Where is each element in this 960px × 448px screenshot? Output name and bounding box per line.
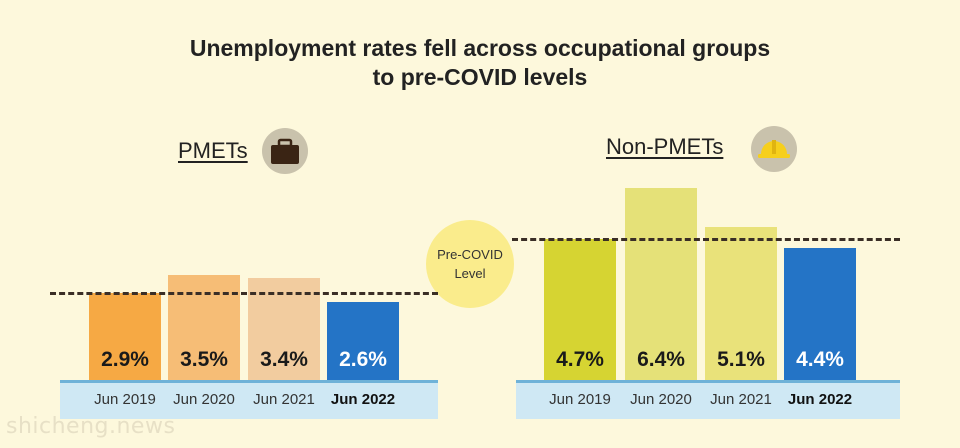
non-pmets-bar <box>705 227 777 380</box>
non-pmets-x-tick-label: Jun 2020 <box>630 391 692 408</box>
non-pmets-group-label: Non-PMETs <box>606 134 724 159</box>
hard-hat-icon <box>751 126 797 172</box>
pmets-x-tick-label: Jun 2022 <box>330 391 396 408</box>
pmets-value-label: 3.4% <box>260 348 308 371</box>
title-line-2: to pre-COVID levels <box>372 64 588 90</box>
pmets-x-tick-label: Jun 2021 <box>253 391 315 408</box>
title-line-1: Unemployment rates fell across occupatio… <box>189 35 771 61</box>
briefcase-icon <box>262 128 308 174</box>
chart-title: Unemployment rates fell across occupatio… <box>0 34 960 92</box>
pmets-value-label: 3.5% <box>180 348 228 371</box>
non-pmets-axis-band <box>516 380 900 419</box>
non-pmets-value-label: 4.7% <box>556 348 604 371</box>
non-pmets-bar <box>784 248 856 380</box>
pre-covid-label-line-2: Level <box>454 266 486 281</box>
non-pmets-bar <box>625 188 697 380</box>
pmets-bar <box>248 278 320 380</box>
non-pmets-pre-covid-reference-line <box>512 238 900 241</box>
non-pmets-x-tick-label: Jun 2021 <box>710 391 772 408</box>
pmets-bar <box>89 293 161 380</box>
non-pmets-value-label: 6.4% <box>637 348 685 371</box>
pmets-x-tick-label: Jun 2020 <box>173 391 235 408</box>
non-pmets-value-label: 4.4% <box>796 348 844 371</box>
non-pmets-x-tick-label: Jun 2019 <box>549 391 611 408</box>
pmets-bar <box>327 302 399 380</box>
pmets-value-label: 2.9% <box>101 348 149 371</box>
pre-covid-label-line-1: Pre-COVID <box>437 247 503 262</box>
non-pmets-bar <box>544 239 616 380</box>
watermark: shicheng.news <box>6 414 176 439</box>
pre-covid-level-badge: Pre-COVID Level <box>426 220 514 308</box>
non-pmets-x-tick-label: Jun 2022 <box>787 391 853 408</box>
pmets-pre-covid-reference-line <box>50 292 438 295</box>
pmets-x-tick-label: Jun 2019 <box>94 391 156 408</box>
pmets-value-label: 2.6% <box>339 348 387 371</box>
non-pmets-value-label: 5.1% <box>717 348 765 371</box>
pmets-group-label: PMETs <box>178 138 248 163</box>
pmets-axis-band <box>60 380 438 419</box>
